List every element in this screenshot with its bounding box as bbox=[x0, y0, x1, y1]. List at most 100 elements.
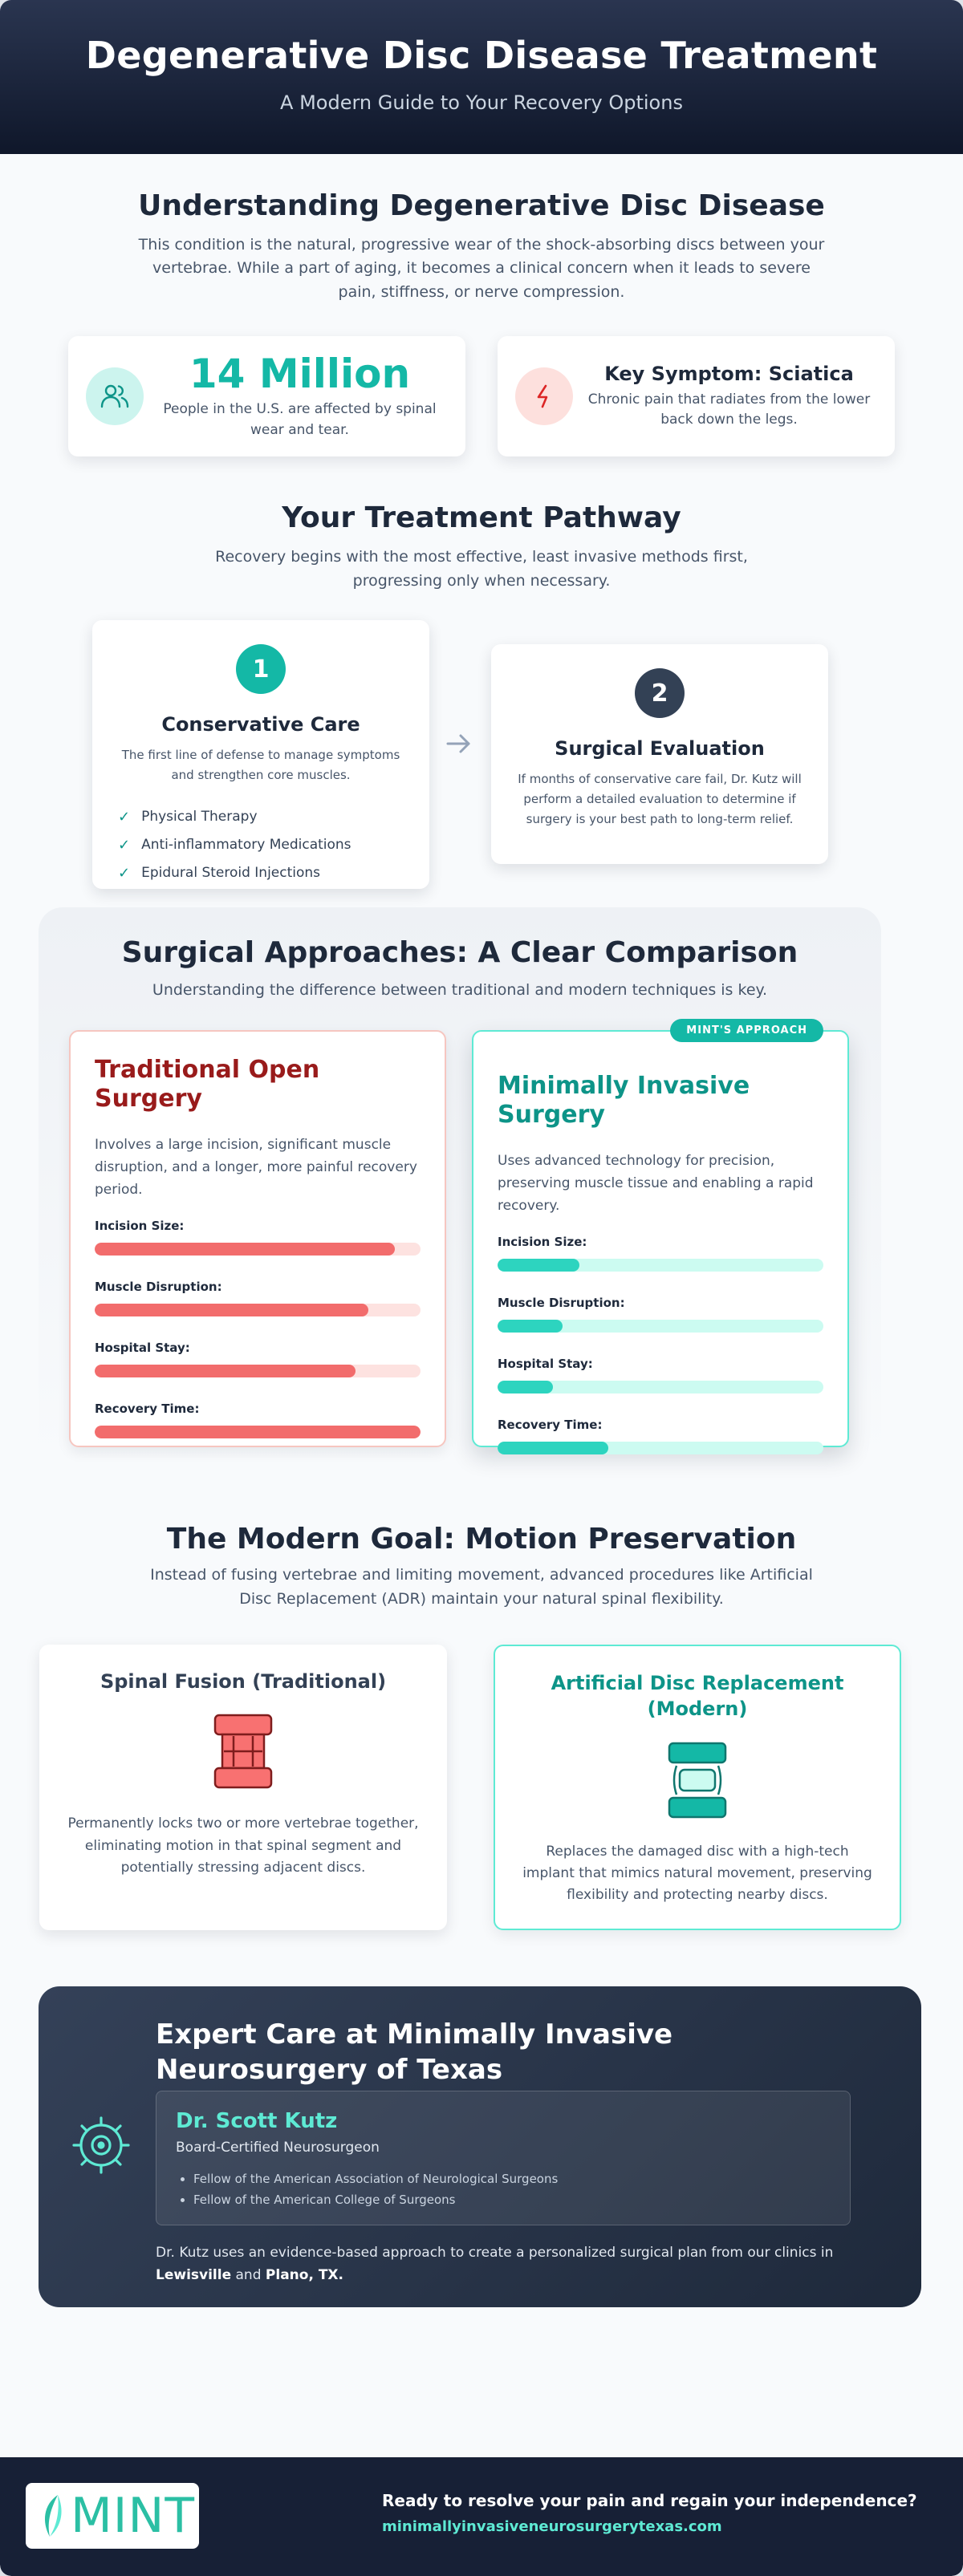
metric-label: Hospital Stay: bbox=[95, 1340, 190, 1355]
gear-icon bbox=[71, 2115, 132, 2179]
metric-row: Hospital Stay: bbox=[498, 1357, 823, 1393]
step-number-1: 1 bbox=[236, 644, 286, 695]
metric-row: Incision Size: bbox=[95, 1219, 421, 1256]
metric-bar bbox=[498, 1441, 823, 1454]
metric-bar-fill bbox=[498, 1319, 563, 1333]
list-item: ✓ Epidural Steroid Injections bbox=[118, 859, 405, 887]
metric-bar bbox=[95, 1425, 421, 1438]
check-icon: ✓ bbox=[118, 808, 131, 826]
metric-bar-fill bbox=[95, 1364, 356, 1377]
logo-text: MINT bbox=[71, 2488, 195, 2544]
list-item-label: Physical Therapy bbox=[141, 809, 258, 826]
metric-bar-fill bbox=[95, 1242, 395, 1256]
metric-label: Recovery Time: bbox=[95, 1401, 200, 1416]
prevalence-text: People in the U.S. are affected by spina… bbox=[163, 401, 437, 438]
metric-bar bbox=[95, 1242, 421, 1256]
metric-row: Muscle Disruption: bbox=[498, 1296, 823, 1333]
metric-bar bbox=[95, 1303, 421, 1316]
website-link[interactable]: minimallyinvasiveneurosurgerytexas.com bbox=[382, 2518, 722, 2535]
expert-note-and: and bbox=[231, 2267, 266, 2284]
metric-label: Muscle Disruption: bbox=[95, 1279, 222, 1294]
mint-logo: MINT bbox=[26, 2483, 199, 2549]
symptom-card: Key Symptom: Sciatica Chronic pain that … bbox=[498, 336, 895, 457]
metric-label: Incision Size: bbox=[95, 1218, 185, 1233]
metric-label: Hospital Stay: bbox=[498, 1356, 593, 1371]
comparison-section: Surgical Approaches: A Clear Comparison … bbox=[39, 907, 881, 1474]
credentials-list: Fellow of the American Association of Ne… bbox=[176, 2168, 831, 2210]
comparison-intro: Understanding the difference between tra… bbox=[152, 981, 768, 1000]
symptom-text: Chronic pain that radiates from the lowe… bbox=[587, 391, 871, 428]
understanding-intro: This condition is the natural, progressi… bbox=[138, 236, 825, 301]
motion-title: The Modern Goal: Motion Preservation bbox=[166, 1523, 797, 1556]
metric-row: Hospital Stay: bbox=[95, 1341, 421, 1377]
city-plano: Plano, TX. bbox=[265, 2267, 343, 2284]
step-title-surgical: Surgical Evaluation bbox=[555, 737, 765, 761]
artificial-disc-desc: Replaces the damaged disc with a high-te… bbox=[522, 1843, 872, 1904]
doctor-name: Dr. Scott Kutz bbox=[176, 2109, 338, 2134]
step-desc-conservative: The first line of defense to manage symp… bbox=[121, 748, 400, 782]
expert-note: Dr. Kutz uses an evidence-based approach… bbox=[156, 2241, 878, 2286]
metric-bar-fill bbox=[95, 1425, 421, 1438]
artificial-disc-card: Artificial Disc Replacement (Modern) Rep… bbox=[494, 1645, 901, 1931]
spinal-fusion-card: Spinal Fusion (Traditional) Permanently … bbox=[39, 1645, 447, 1931]
comparison-cards: Traditional Open Surgery Involves a larg… bbox=[39, 1018, 881, 1455]
stats-row: 14 Million People in the U.S. are affect… bbox=[68, 336, 895, 457]
list-item: ✓ Physical Therapy bbox=[118, 803, 405, 831]
expert-care-section: Expert Care at Minimally Invasive Neuros… bbox=[39, 1986, 921, 2308]
motion-intro: Instead of fusing vertebrae and limiting… bbox=[150, 1566, 813, 1608]
artificial-disc-illustration bbox=[668, 1742, 727, 1819]
list-item-label: Epidural Steroid Injections bbox=[141, 865, 321, 882]
motion-section: The Modern Goal: Motion Preservation Ins… bbox=[0, 1473, 963, 1933]
step-conservative-card: 1 Conservative Care The first line of de… bbox=[92, 620, 429, 890]
page-header: Degenerative Disc Disease Treatment A Mo… bbox=[0, 0, 963, 154]
arrow-right-icon bbox=[443, 728, 475, 763]
doctor-profile: Dr. Scott Kutz Board-Certified Neurosurg… bbox=[156, 2091, 851, 2226]
metric-bar-fill bbox=[498, 1441, 609, 1454]
minimally-invasive-card: MINT'S APPROACH Minimally Invasive Surge… bbox=[472, 1018, 849, 1454]
metric-row: Muscle Disruption: bbox=[95, 1280, 421, 1316]
traditional-surgery-card: Traditional Open Surgery Involves a larg… bbox=[69, 1029, 446, 1447]
metric-bar bbox=[498, 1319, 823, 1333]
spinal-fusion-desc: Permanently locks two or more vertebrae … bbox=[67, 1815, 419, 1876]
step-surgical-card: 2 Surgical Evaluation If months of conse… bbox=[491, 644, 828, 865]
check-icon: ✓ bbox=[118, 836, 131, 854]
prevalence-value: 14 Million bbox=[189, 350, 411, 397]
metric-bar bbox=[498, 1380, 823, 1393]
pathway-title: Your Treatment Pathway bbox=[282, 501, 681, 535]
metric-bar-fill bbox=[498, 1380, 554, 1393]
minimally-invasive-title: Minimally Invasive Surgery bbox=[498, 1071, 750, 1130]
pathway-intro: Recovery begins with the most effective,… bbox=[215, 548, 748, 590]
metric-bar bbox=[498, 1258, 823, 1272]
step-number-2: 2 bbox=[635, 668, 685, 719]
step-title-conservative: Conservative Care bbox=[161, 713, 360, 736]
metric-bar bbox=[95, 1364, 421, 1377]
traditional-title: Traditional Open Surgery bbox=[95, 1055, 320, 1114]
page-subtitle: A Modern Guide to Your Recovery Options bbox=[280, 91, 683, 114]
page-title: Degenerative Disc Disease Treatment bbox=[85, 34, 878, 77]
metric-row: Recovery Time: bbox=[95, 1402, 421, 1438]
expert-note-text: Dr. Kutz uses an evidence-based approach… bbox=[156, 2245, 834, 2262]
pathway-section: Your Treatment Pathway Recovery begins w… bbox=[0, 456, 963, 907]
expert-title: Expert Care at Minimally Invasive Neuros… bbox=[156, 2018, 673, 2087]
lightning-icon bbox=[515, 367, 573, 426]
metric-bar-fill bbox=[498, 1258, 579, 1272]
page-footer: MINT Ready to resolve your pain and rega… bbox=[0, 2457, 963, 2576]
symptom-title: Key Symptom: Sciatica bbox=[604, 362, 854, 385]
city-lewisville: Lewisville bbox=[156, 2267, 232, 2284]
metric-label: Incision Size: bbox=[498, 1234, 587, 1249]
list-item: Fellow of the American Association of Ne… bbox=[193, 2168, 831, 2189]
minimally-invasive-desc: Uses advanced technology for precision, … bbox=[498, 1152, 814, 1214]
leaf-icon bbox=[45, 2495, 62, 2537]
approach-badge: MINT'S APPROACH bbox=[670, 1018, 823, 1042]
understanding-title: Understanding Degenerative Disc Disease bbox=[138, 189, 825, 222]
list-item: Fellow of the American College of Surgeo… bbox=[193, 2189, 831, 2210]
metric-label: Muscle Disruption: bbox=[498, 1295, 625, 1310]
metric-row: Recovery Time: bbox=[498, 1418, 823, 1454]
metric-row: Incision Size: bbox=[498, 1235, 823, 1272]
prevalence-card: 14 Million People in the U.S. are affect… bbox=[68, 336, 465, 457]
traditional-desc: Involves a large incision, significant m… bbox=[95, 1136, 417, 1198]
list-item-label: Anti-inflammatory Medications bbox=[141, 837, 351, 854]
comparison-title: Surgical Approaches: A Clear Comparison bbox=[121, 936, 798, 970]
metric-label: Recovery Time: bbox=[498, 1417, 603, 1432]
